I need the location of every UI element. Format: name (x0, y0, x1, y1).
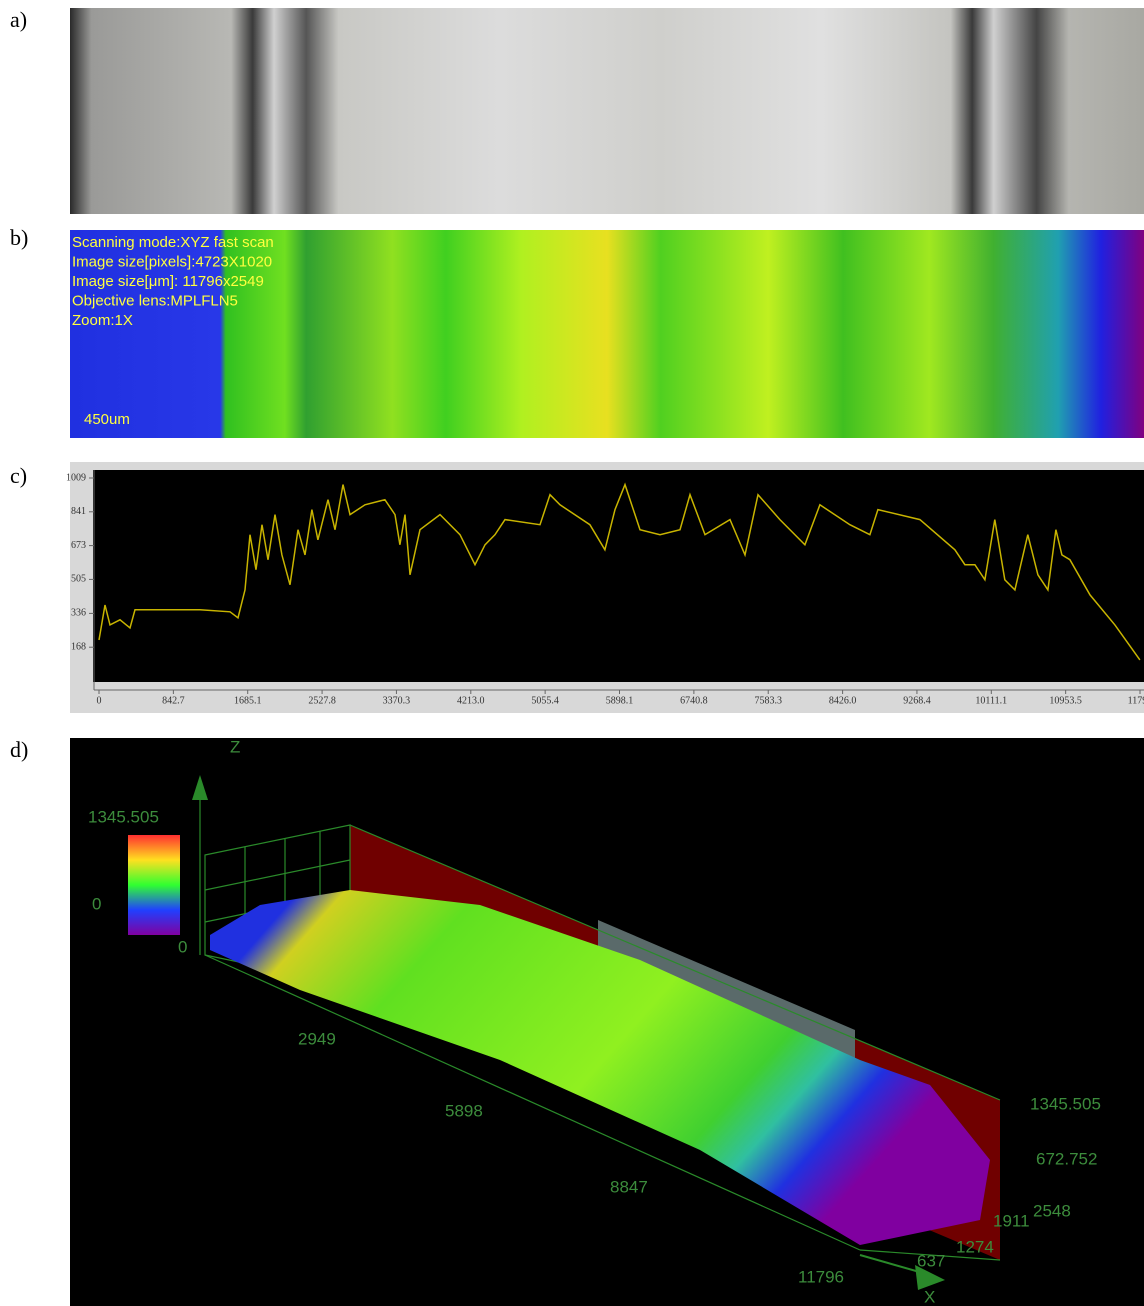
y-tick-label: 505 (71, 574, 86, 585)
surface-axis-label: 2548 (1033, 1201, 1071, 1220)
x-tick-label: 842.7 (162, 695, 185, 706)
x-tick-label: 3370.3 (383, 695, 411, 706)
panel-label: b) (10, 225, 28, 250)
scan-info: Scanning mode:XYZ fast scan (72, 234, 274, 251)
surface-axis-label: 672.752 (1036, 1149, 1097, 1168)
panel-label: d) (10, 737, 28, 762)
x-tick-label: 7583.3 (754, 695, 782, 706)
y-tick-label: 168 (71, 641, 86, 652)
x-tick-label: 10111.1 (975, 695, 1007, 706)
surface-axis-label: 8847 (610, 1177, 648, 1196)
figure: a) b) c) d) Scanning mode:XYZ fast scan I… (0, 0, 1144, 1306)
scan-info: Objective lens:MPLFLN5 (72, 292, 238, 309)
surface-axis-label: X (924, 1287, 935, 1306)
surface-axis-label: 1345.505 (1030, 1094, 1101, 1113)
surface-axis-label: 1911 (993, 1211, 1030, 1230)
x-tick-label: 2527.8 (308, 695, 336, 706)
x-tick-label: 9268.4 (903, 695, 931, 706)
x-tick-label: 5055.4 (531, 695, 559, 706)
scale-bar-label: 450um (84, 411, 130, 428)
surface-axis-label: 0 (178, 937, 187, 956)
panel-label: c) (10, 463, 27, 488)
y-tick-label: 841 (71, 506, 86, 517)
scan-info: Image size[pixels]:4723X1020 (72, 253, 272, 270)
surface-axis-label: 11796 (798, 1267, 844, 1286)
scan-info: Image size[μm]: 11796x2549 (72, 273, 264, 290)
x-tick-label: 5898.1 (606, 695, 634, 706)
surface-axis-label: 5898 (445, 1101, 483, 1120)
photo (70, 8, 1144, 214)
surface-axis-label: 2949 (298, 1029, 336, 1048)
panel-label: a) (10, 7, 27, 32)
x-tick-label: 11796 (1128, 695, 1144, 706)
surface-axis-label: 0 (92, 894, 101, 913)
surface-axis-label: Z (230, 737, 240, 756)
y-tick-label: 673 (71, 540, 86, 551)
x-tick-label: 6740.8 (680, 695, 708, 706)
surface-axis-label: 1345.505 (88, 807, 159, 826)
y-tick-label: 1009 (66, 472, 86, 483)
surface-axis-label: 637 (917, 1251, 945, 1270)
x-tick-label: 0 (97, 695, 102, 706)
x-tick-label: 4213.0 (457, 695, 485, 706)
surface-axis-label: 1274 (956, 1237, 994, 1256)
scan-info: Zoom:1X (72, 312, 133, 329)
figure-svg: a) b) c) d) Scanning mode:XYZ fast scan I… (0, 0, 1144, 1306)
x-tick-label: 1685.1 (234, 695, 262, 706)
x-tick-label: 8426.0 (829, 695, 857, 706)
y-tick-label: 336 (71, 608, 86, 619)
x-tick-label: 10953.5 (1049, 695, 1082, 706)
